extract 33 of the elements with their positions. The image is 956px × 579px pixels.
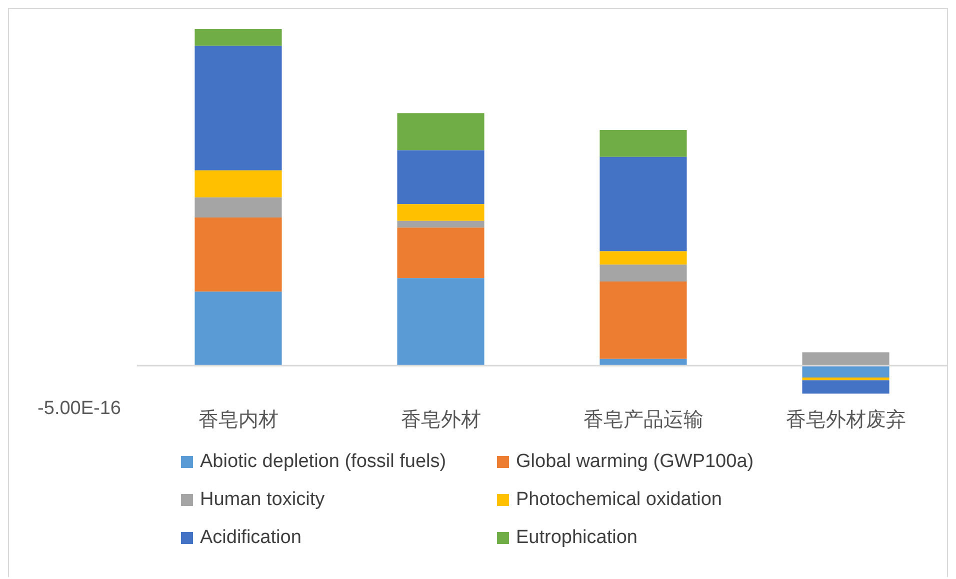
bar — [397, 228, 484, 278]
bar — [600, 281, 687, 359]
bar — [194, 29, 282, 46]
bar — [194, 46, 282, 170]
bar — [194, 197, 282, 218]
bar — [802, 380, 890, 394]
bar — [600, 156, 687, 252]
bar — [600, 264, 687, 282]
x-tick-label: 香皂外材 — [400, 407, 481, 432]
bar — [600, 358, 687, 366]
x-tick-label: 香皂内材 — [198, 407, 278, 432]
legend-label: Photochemical oxidation — [516, 489, 722, 511]
text: -5.00E-16 — [38, 398, 121, 420]
bar — [802, 377, 890, 380]
bar — [397, 113, 484, 150]
x-tick-label: 香皂产品运输 — [583, 407, 704, 432]
bar — [194, 292, 282, 366]
bar — [194, 218, 282, 292]
legend-label: Global warming (GWP100a) — [516, 451, 754, 473]
bar — [397, 150, 484, 204]
bar — [397, 204, 484, 221]
bar — [600, 130, 687, 157]
bar — [802, 366, 890, 378]
legend-label: Human toxicity — [200, 489, 325, 511]
bar — [397, 278, 484, 366]
x-tick-label: 香皂外材废弃 — [786, 407, 906, 432]
bar — [194, 170, 282, 198]
bar — [397, 220, 484, 228]
bar — [600, 251, 687, 265]
bar — [802, 352, 890, 366]
legend-label: Eutrophication — [516, 527, 638, 549]
legend-label: Acidification — [200, 527, 302, 549]
legend-label: Abiotic depletion (fossil fuels) — [200, 451, 446, 473]
